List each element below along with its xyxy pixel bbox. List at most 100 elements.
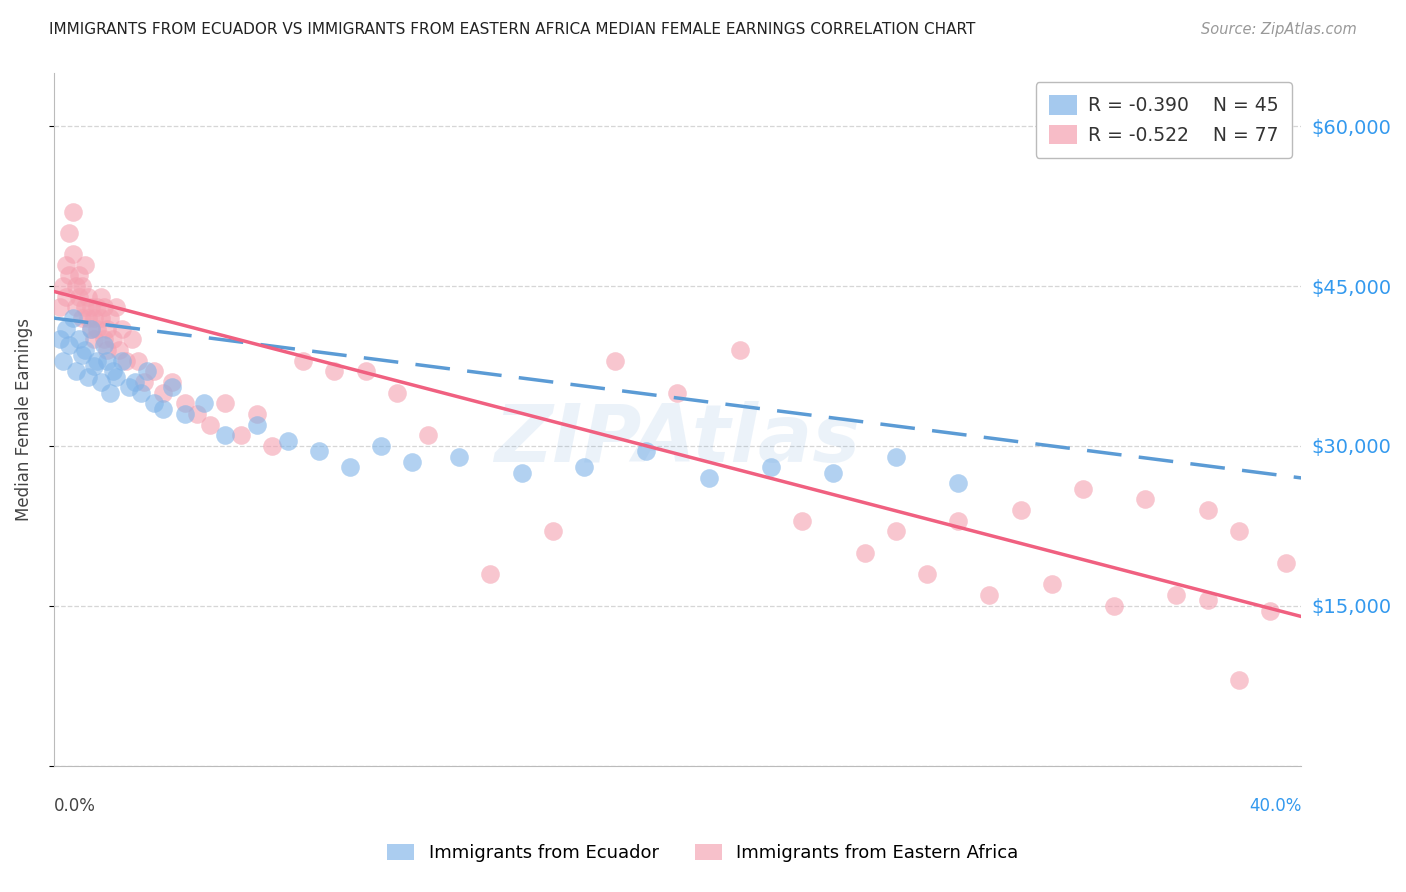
Point <box>479 566 502 581</box>
Point <box>83 311 105 326</box>
Point <box>80 322 103 336</box>
Point <box>101 364 124 378</box>
Point <box>73 343 96 357</box>
Point <box>83 332 105 346</box>
Point <box>62 247 84 261</box>
Point <box>101 332 124 346</box>
Point <box>127 353 149 368</box>
Point <box>1197 593 1219 607</box>
Point <box>292 353 315 368</box>
Point <box>173 407 195 421</box>
Point <box>173 396 195 410</box>
Point <box>1258 604 1281 618</box>
Point <box>1040 577 1063 591</box>
Text: Source: ZipAtlas.com: Source: ZipAtlas.com <box>1201 22 1357 37</box>
Point <box>323 364 346 378</box>
Point <box>245 417 267 432</box>
Point <box>401 455 423 469</box>
Point <box>93 337 115 351</box>
Point <box>83 359 105 373</box>
Point <box>946 476 969 491</box>
Point <box>915 566 938 581</box>
Point <box>136 364 159 378</box>
Point <box>121 332 143 346</box>
Point <box>55 322 77 336</box>
Point <box>198 417 221 432</box>
Point <box>70 348 93 362</box>
Point <box>152 385 174 400</box>
Point <box>86 353 108 368</box>
Point <box>1227 673 1250 688</box>
Point <box>370 439 392 453</box>
Point <box>1197 503 1219 517</box>
Point <box>1010 503 1032 517</box>
Point <box>124 375 146 389</box>
Point <box>70 279 93 293</box>
Point <box>541 524 564 539</box>
Point <box>62 311 84 326</box>
Point <box>979 588 1001 602</box>
Point <box>62 204 84 219</box>
Legend: R = -0.390    N = 45, R = -0.522    N = 77: R = -0.390 N = 45, R = -0.522 N = 77 <box>1036 82 1292 158</box>
Point <box>98 311 121 326</box>
Point <box>65 279 87 293</box>
Point <box>80 301 103 315</box>
Point <box>73 301 96 315</box>
Point <box>73 258 96 272</box>
Point <box>96 322 118 336</box>
Text: ZIPAtlas: ZIPAtlas <box>495 401 860 479</box>
Point <box>162 375 184 389</box>
Point <box>105 369 128 384</box>
Point <box>55 258 77 272</box>
Point <box>339 460 361 475</box>
Point <box>245 407 267 421</box>
Point <box>52 353 75 368</box>
Point <box>96 343 118 357</box>
Point <box>55 290 77 304</box>
Point <box>853 545 876 559</box>
Point <box>162 380 184 394</box>
Point <box>65 364 87 378</box>
Point <box>193 396 215 410</box>
Point <box>142 364 165 378</box>
Point <box>214 396 236 410</box>
Point <box>98 385 121 400</box>
Point <box>262 439 284 453</box>
Point <box>1102 599 1125 613</box>
Point <box>792 514 814 528</box>
Point <box>884 524 907 539</box>
Point <box>96 353 118 368</box>
Point <box>823 466 845 480</box>
Point <box>416 428 439 442</box>
Point <box>86 301 108 315</box>
Point <box>70 311 93 326</box>
Point <box>80 322 103 336</box>
Legend: Immigrants from Ecuador, Immigrants from Eastern Africa: Immigrants from Ecuador, Immigrants from… <box>380 837 1026 870</box>
Point <box>93 332 115 346</box>
Point <box>134 375 156 389</box>
Point <box>67 290 90 304</box>
Point <box>52 279 75 293</box>
Point <box>229 428 252 442</box>
Point <box>129 385 152 400</box>
Point <box>308 444 330 458</box>
Point <box>666 385 689 400</box>
Point <box>49 332 72 346</box>
Point <box>77 290 100 304</box>
Point <box>214 428 236 442</box>
Point <box>1135 492 1157 507</box>
Point <box>605 353 627 368</box>
Point <box>77 369 100 384</box>
Point <box>636 444 658 458</box>
Point <box>1166 588 1188 602</box>
Point <box>111 353 134 368</box>
Point <box>277 434 299 448</box>
Point <box>152 401 174 416</box>
Y-axis label: Median Female Earnings: Median Female Earnings <box>15 318 32 521</box>
Point <box>49 301 72 315</box>
Point <box>67 332 90 346</box>
Point <box>90 375 112 389</box>
Point <box>118 380 141 394</box>
Point <box>93 301 115 315</box>
Point <box>697 471 720 485</box>
